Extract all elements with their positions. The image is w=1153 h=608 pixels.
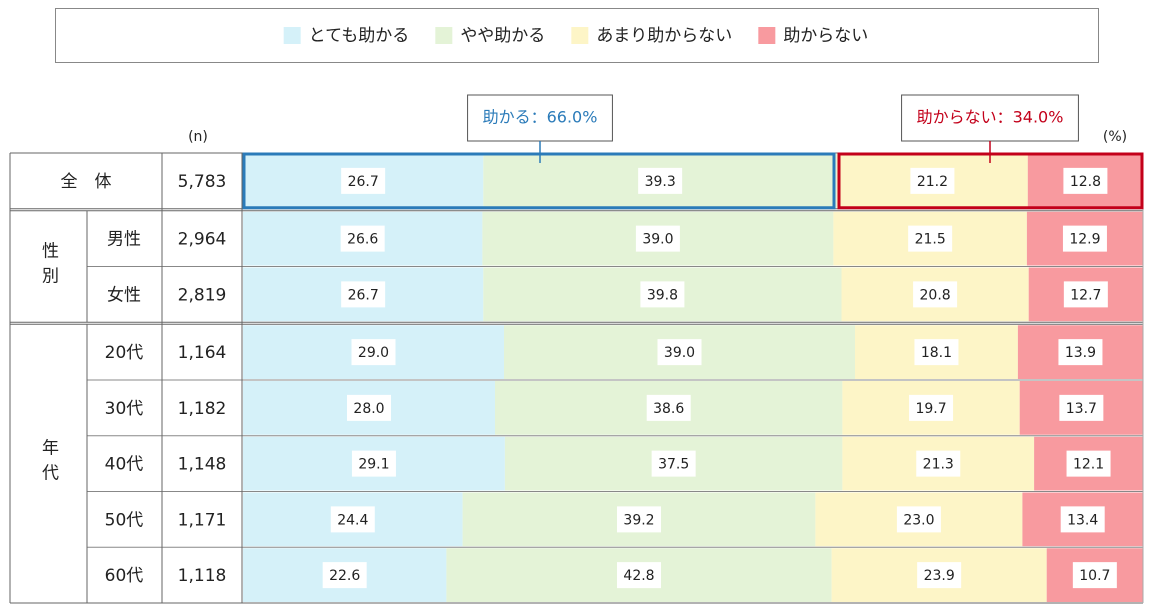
value-label-bg xyxy=(351,339,396,366)
n-label: 2,819 xyxy=(178,285,227,305)
legend-label: やや助かる xyxy=(460,26,545,46)
value-label-bg xyxy=(908,225,953,252)
value-label-bg xyxy=(913,281,958,308)
n-label: 1,148 xyxy=(178,455,227,475)
annotation: 助かる：66.0% xyxy=(483,108,598,127)
category-label: 60代 xyxy=(105,566,144,586)
category-label: 全 体 xyxy=(61,172,112,192)
value-label: 39.0 xyxy=(642,232,673,248)
value-label-bg xyxy=(617,506,661,533)
value-label: 29.0 xyxy=(358,345,389,361)
value-label-bg xyxy=(651,450,696,477)
value-label: 26.6 xyxy=(347,232,378,248)
value-label-bg xyxy=(910,167,955,194)
n-label: 1,118 xyxy=(178,566,227,586)
value-label: 24.4 xyxy=(337,512,368,528)
legend-swatch xyxy=(283,27,301,44)
value-label: 21.3 xyxy=(923,457,954,473)
value-label: 13.7 xyxy=(1066,401,1097,417)
value-label: 10.7 xyxy=(1079,568,1110,584)
value-label: 39.3 xyxy=(645,174,676,190)
value-label-bg xyxy=(351,450,396,477)
value-label: 39.0 xyxy=(664,345,695,361)
value-label-bg xyxy=(1072,562,1117,589)
category-label: 40代 xyxy=(105,455,144,475)
value-label: 23.0 xyxy=(903,512,934,528)
value-label-bg xyxy=(657,339,702,366)
n-label: 1,164 xyxy=(178,343,227,363)
legend-label: とても助かる xyxy=(309,26,410,46)
value-label: 29.1 xyxy=(358,457,389,473)
value-label-bg xyxy=(347,394,391,421)
annotation-box xyxy=(901,94,1079,142)
value-label: 21.5 xyxy=(915,232,946,248)
value-label: 37.5 xyxy=(658,457,689,473)
category-label: 20代 xyxy=(105,343,144,363)
category-label: 50代 xyxy=(105,510,144,530)
group-label: 年代 xyxy=(38,439,59,489)
value-label-bg xyxy=(1066,450,1111,477)
value-label: 28.0 xyxy=(353,401,384,417)
value-label: 22.6 xyxy=(329,568,360,584)
value-label-bg xyxy=(646,394,691,421)
annotation: 助からない：34.0% xyxy=(917,108,1064,127)
legend-swatch xyxy=(571,27,589,44)
legend-label: 助からない xyxy=(783,26,868,46)
value-label: 21.2 xyxy=(917,174,948,190)
value-label-bg xyxy=(340,225,385,252)
group-label: 性別 xyxy=(38,241,59,291)
value-label-bg xyxy=(638,167,683,194)
legend-swatch xyxy=(758,27,776,44)
value-label: 12.7 xyxy=(1070,287,1101,303)
value-label-bg xyxy=(341,281,386,308)
value-label-bg xyxy=(640,281,685,308)
value-label: 23.9 xyxy=(924,568,955,584)
category-label: 30代 xyxy=(105,399,144,419)
annotation-box xyxy=(467,94,613,142)
value-label: 20.8 xyxy=(920,287,951,303)
n-label: 1,171 xyxy=(178,510,227,530)
value-label: 12.8 xyxy=(1070,174,1101,190)
value-label-bg xyxy=(916,450,961,477)
value-label: 13.4 xyxy=(1067,512,1098,528)
value-label: 39.8 xyxy=(647,287,678,303)
legend-swatch xyxy=(435,27,453,44)
value-label-bg xyxy=(1062,225,1107,252)
value-label: 38.6 xyxy=(653,401,684,417)
value-label-bg xyxy=(1058,339,1103,366)
highlight-box xyxy=(242,152,836,210)
value-label: 26.7 xyxy=(348,174,379,190)
value-label-bg xyxy=(341,167,386,194)
value-label-bg xyxy=(322,562,367,589)
unit-label: (%) xyxy=(1103,129,1127,145)
value-label-bg xyxy=(1063,281,1108,308)
value-label-bg xyxy=(896,506,941,533)
value-label-bg xyxy=(909,394,954,421)
n-label: 1,182 xyxy=(178,399,227,419)
value-label: 26.7 xyxy=(348,287,379,303)
value-label-bg xyxy=(914,339,959,366)
value-label: 12.9 xyxy=(1069,232,1100,248)
value-label-bg xyxy=(1059,394,1104,421)
value-label: 13.9 xyxy=(1065,345,1096,361)
value-label: 42.8 xyxy=(623,568,654,584)
category-label: 女性 xyxy=(107,285,141,305)
value-label-bg xyxy=(1060,506,1105,533)
value-label-bg xyxy=(617,562,661,589)
legend-label: あまり助からない xyxy=(596,26,732,46)
category-label: 男性 xyxy=(107,230,141,250)
n-label: 5,783 xyxy=(178,172,227,192)
value-label-bg xyxy=(635,225,680,252)
value-label-bg xyxy=(330,506,375,533)
value-label: 39.2 xyxy=(623,512,654,528)
value-label-bg xyxy=(917,562,962,589)
value-label: 19.7 xyxy=(915,401,946,417)
value-label-bg xyxy=(1063,167,1108,194)
value-label: 18.1 xyxy=(921,345,952,361)
n-header: (n) xyxy=(188,129,208,145)
value-label: 12.1 xyxy=(1073,457,1104,473)
n-label: 2,964 xyxy=(178,230,227,250)
